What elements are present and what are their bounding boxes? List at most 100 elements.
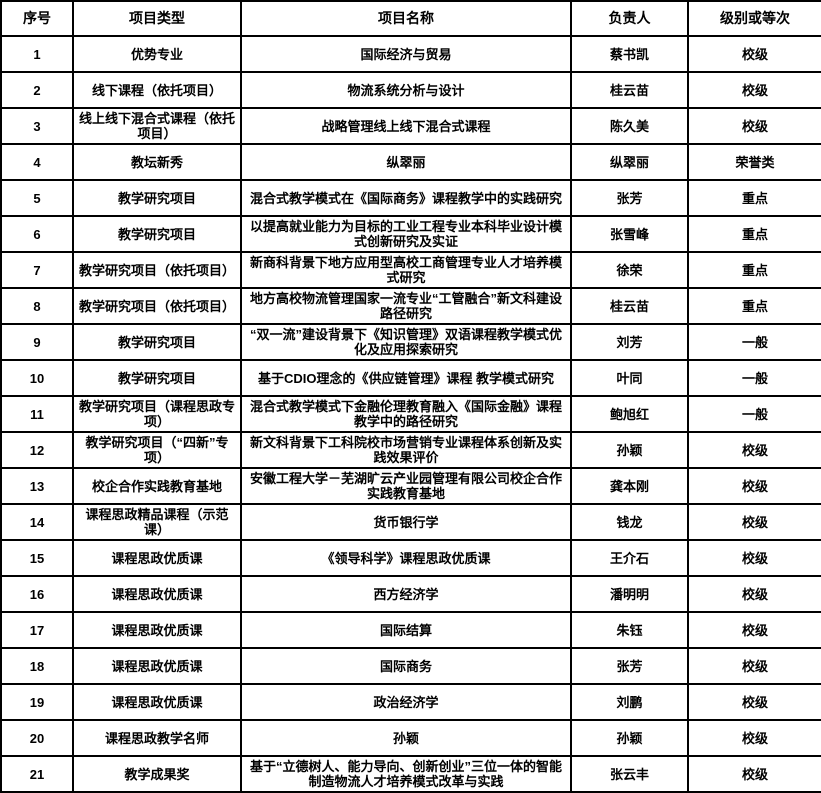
cell-level: 校级 <box>687 719 821 757</box>
cell-leader: 孙颖 <box>570 431 689 469</box>
table-row: 12 教学研究项目（“四新”专项） 新文科背景下工科院校市场营销专业课程体系创新及实… <box>0 431 821 469</box>
cell-index: 18 <box>0 647 74 685</box>
table-row: 21 教学成果奖 基于“立德树人、能力导向、创新创业”三位一体的智能制造物流人才培养… <box>0 755 821 793</box>
table-row: 7 教学研究项目（依托项目） 新商科背景下地方应用型高校工商管理专业人才培养模式研究… <box>0 251 821 289</box>
cell-level: 校级 <box>687 35 821 73</box>
table-row: 9 教学研究项目 “双一流”建设背景下《知识管理》双语课程教学模式优化及应用探索研究… <box>0 323 821 361</box>
cell-index: 19 <box>0 683 74 721</box>
cell-index: 7 <box>0 251 74 289</box>
cell-leader: 桂云苗 <box>570 71 689 109</box>
cell-index: 9 <box>0 323 74 361</box>
cell-leader: 钱龙 <box>570 503 689 541</box>
table-row: 2 线下课程（依托项目） 物流系统分析与设计 桂云苗 校级 <box>0 71 821 109</box>
cell-name: 孙颖 <box>240 719 572 757</box>
table-body: 1 优势专业 国际经济与贸易 蔡书凯 校级 2 线下课程（依托项目） 物流系统分析与设计 桂云苗… <box>0 35 821 793</box>
cell-level: 校级 <box>687 755 821 793</box>
cell-type: 教学成果奖 <box>72 755 242 793</box>
cell-type: 课程思政精品课程（示范课） <box>72 503 242 541</box>
cell-name: 纵翠丽 <box>240 143 572 181</box>
cell-type: 课程思政优质课 <box>72 647 242 685</box>
cell-index: 12 <box>0 431 74 469</box>
cell-leader: 徐荣 <box>570 251 689 289</box>
cell-name: 基于“立德树人、能力导向、创新创业”三位一体的智能制造物流人才培养模式改革与实践 <box>240 755 572 793</box>
table-header: 序号 项目类型 项目名称 负责人 级别或等次 <box>0 0 821 37</box>
cell-index: 16 <box>0 575 74 613</box>
cell-name: 混合式教学模式下金融伦理教育融入《国际金融》课程教学中的路径研究 <box>240 395 572 433</box>
cell-index: 5 <box>0 179 74 217</box>
cell-leader: 刘芳 <box>570 323 689 361</box>
table-row: 20 课程思政教学名师 孙颖 孙颖 校级 <box>0 719 821 757</box>
cell-leader: 纵翠丽 <box>570 143 689 181</box>
cell-index: 17 <box>0 611 74 649</box>
table-row: 13 校企合作实践教育基地 安徽工程大学－芜湖旷云产业园管理有限公司校企合作实践教育… <box>0 467 821 505</box>
table-row: 17 课程思政优质课 国际结算 朱钰 校级 <box>0 611 821 649</box>
table-row: 18 课程思政优质课 国际商务 张芳 校级 <box>0 647 821 685</box>
table-row: 19 课程思政优质课 政治经济学 刘鹏 校级 <box>0 683 821 721</box>
cell-leader: 王介石 <box>570 539 689 577</box>
cell-level: 校级 <box>687 611 821 649</box>
cell-name: 物流系统分析与设计 <box>240 71 572 109</box>
cell-name: 西方经济学 <box>240 575 572 613</box>
cell-level: 校级 <box>687 575 821 613</box>
cell-level: 校级 <box>687 503 821 541</box>
cell-leader: 蔡书凯 <box>570 35 689 73</box>
table-row: 16 课程思政优质课 西方经济学 潘明明 校级 <box>0 575 821 613</box>
cell-index: 3 <box>0 107 74 145</box>
cell-leader: 张芳 <box>570 647 689 685</box>
cell-type: 教学研究项目 <box>72 323 242 361</box>
cell-name: 混合式教学模式在《国际商务》课程教学中的实践研究 <box>240 179 572 217</box>
header-cell-level: 级别或等次 <box>687 0 821 37</box>
cell-name: 国际商务 <box>240 647 572 685</box>
cell-leader: 桂云苗 <box>570 287 689 325</box>
cell-level: 校级 <box>687 539 821 577</box>
cell-name: 以提高就业能力为目标的工业工程专业本科毕业设计模式创新研究及实证 <box>240 215 572 253</box>
table-row: 5 教学研究项目 混合式教学模式在《国际商务》课程教学中的实践研究 张芳 重点 <box>0 179 821 217</box>
cell-leader: 鲍旭红 <box>570 395 689 433</box>
header-cell-index: 序号 <box>0 0 74 37</box>
cell-name: 新文科背景下工科院校市场营销专业课程体系创新及实践效果评价 <box>240 431 572 469</box>
cell-name: 新商科背景下地方应用型高校工商管理专业人才培养模式研究 <box>240 251 572 289</box>
cell-type: 优势专业 <box>72 35 242 73</box>
cell-type: 教学研究项目（依托项目） <box>72 287 242 325</box>
header-cell-type: 项目类型 <box>72 0 242 37</box>
cell-type: 教学研究项目 <box>72 179 242 217</box>
cell-leader: 张芳 <box>570 179 689 217</box>
table-row: 8 教学研究项目（依托项目） 地方高校物流管理国家一流专业“工管融合”新文科建设路径… <box>0 287 821 325</box>
cell-type: 教学研究项目（依托项目） <box>72 251 242 289</box>
cell-name: 《领导科学》课程思政优质课 <box>240 539 572 577</box>
cell-type: 线上线下混合式课程（依托项目） <box>72 107 242 145</box>
cell-name: 安徽工程大学－芜湖旷云产业园管理有限公司校企合作实践教育基地 <box>240 467 572 505</box>
cell-level: 校级 <box>687 467 821 505</box>
cell-type: 课程思政教学名师 <box>72 719 242 757</box>
cell-level: 重点 <box>687 179 821 217</box>
cell-level: 重点 <box>687 287 821 325</box>
cell-level: 校级 <box>687 431 821 469</box>
table-row: 1 优势专业 国际经济与贸易 蔡书凯 校级 <box>0 35 821 73</box>
table-row: 6 教学研究项目 以提高就业能力为目标的工业工程专业本科毕业设计模式创新研究及实证张… <box>0 215 821 253</box>
cell-index: 14 <box>0 503 74 541</box>
header-row: 序号 项目类型 项目名称 负责人 级别或等次 <box>0 0 821 37</box>
table-row: 4 教坛新秀 纵翠丽 纵翠丽 荣誉类 <box>0 143 821 181</box>
cell-leader: 潘明明 <box>570 575 689 613</box>
cell-name: 国际结算 <box>240 611 572 649</box>
cell-leader: 陈久美 <box>570 107 689 145</box>
cell-type: 教学研究项目 <box>72 359 242 397</box>
cell-name: 战略管理线上线下混合式课程 <box>240 107 572 145</box>
cell-index: 11 <box>0 395 74 433</box>
cell-level: 校级 <box>687 647 821 685</box>
cell-index: 4 <box>0 143 74 181</box>
cell-type: 教学研究项目 <box>72 215 242 253</box>
table-row: 14 课程思政精品课程（示范课） 货币银行学 钱龙 校级 <box>0 503 821 541</box>
cell-leader: 张云丰 <box>570 755 689 793</box>
table-row: 11 教学研究项目（课程思政专项） 混合式教学模式下金融伦理教育融入《国际金融》课程… <box>0 395 821 433</box>
cell-level: 荣誉类 <box>687 143 821 181</box>
cell-leader: 朱钰 <box>570 611 689 649</box>
cell-name: 政治经济学 <box>240 683 572 721</box>
cell-leader: 龚本刚 <box>570 467 689 505</box>
cell-name: 国际经济与贸易 <box>240 35 572 73</box>
cell-level: 校级 <box>687 71 821 109</box>
cell-index: 15 <box>0 539 74 577</box>
cell-level: 校级 <box>687 107 821 145</box>
